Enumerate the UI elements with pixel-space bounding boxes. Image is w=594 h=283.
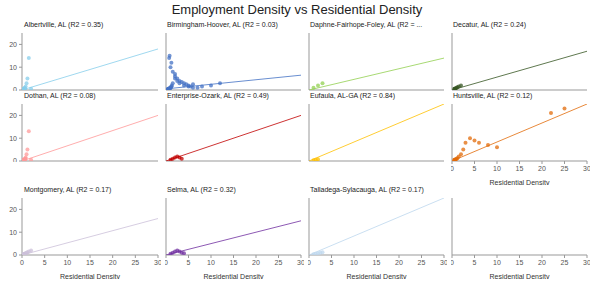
svg-text:Residential Density: Residential Density <box>204 273 264 279</box>
svg-text:0: 0 <box>13 157 17 162</box>
svg-text:30: 30 <box>297 259 304 266</box>
svg-text:25: 25 <box>418 259 426 266</box>
svg-text:10: 10 <box>9 135 17 142</box>
html-text:Eufaula, AL-GA (R2 = 0.84): Eufaula, AL-GA (R2 = 0.84) <box>310 92 395 99</box>
svg-text:0: 0 <box>13 251 17 258</box>
svg-text:10: 10 <box>63 259 71 266</box>
svg-text:0: 0 <box>20 259 24 266</box>
svg-text:10: 10 <box>350 259 358 266</box>
svg-text:25: 25 <box>561 259 569 266</box>
svg-text:5: 5 <box>43 259 47 266</box>
svg-text:30: 30 <box>440 259 447 266</box>
svg-text:15: 15 <box>86 259 94 266</box>
svg-text:Residential Density: Residential Density <box>490 179 550 185</box>
svg-text:20: 20 <box>395 259 403 266</box>
html-text:Selma, AL (R2 = 0.32): Selma, AL (R2 = 0.32) <box>167 186 236 193</box>
svg-text:0: 0 <box>165 259 168 266</box>
svg-text:5: 5 <box>187 259 191 266</box>
svg-text:10: 10 <box>493 259 501 266</box>
html-text:Daphne-Fairhope-Foley, AL (R2: Daphne-Fairhope-Foley, AL (R2 = ... <box>310 21 423 28</box>
svg-text:20: 20 <box>9 112 17 119</box>
svg-text:15: 15 <box>516 165 524 172</box>
html-text:Huntsville, AL (R2 = 0.12): Huntsville, AL (R2 = 0.12) <box>453 92 533 99</box>
html-text:Albertville, AL (R2 = 0.35): Albertville, AL (R2 = 0.35) <box>24 21 104 28</box>
html-text:Enterprise-Ozark, AL (R2 = 0.4: Enterprise-Ozark, AL (R2 = 0.49) <box>167 92 269 99</box>
svg-text:30: 30 <box>583 165 586 172</box>
svg-text:0: 0 <box>451 259 454 266</box>
svg-text:30: 30 <box>154 259 161 266</box>
svg-text:0: 0 <box>308 259 311 266</box>
html-text:Decatur, AL (R2 = 0.24): Decatur, AL (R2 = 0.24) <box>453 21 527 28</box>
svg-text:0: 0 <box>451 165 454 172</box>
svg-text:5: 5 <box>473 165 477 172</box>
html-text:Dothan, AL (R2 = 0.08): Dothan, AL (R2 = 0.08) <box>24 92 96 99</box>
svg-text:20: 20 <box>252 259 260 266</box>
svg-text:20: 20 <box>9 41 17 48</box>
svg-text:Residential Density: Residential Density <box>60 273 120 279</box>
svg-text:20: 20 <box>109 259 117 266</box>
html-text:Talladega-Sylacauga, AL (R2 =: Talladega-Sylacauga, AL (R2 = 0.17) <box>310 186 424 193</box>
html-text:Montgomery, AL (R2 = 0.17): Montgomery, AL (R2 = 0.17) <box>24 186 112 193</box>
svg-text:25: 25 <box>131 259 139 266</box>
svg-text:15: 15 <box>373 259 381 266</box>
svg-text:25: 25 <box>275 259 283 266</box>
svg-text:20: 20 <box>538 259 546 266</box>
svg-text:25: 25 <box>561 165 569 172</box>
svg-text:0: 0 <box>13 86 17 91</box>
svg-text:10: 10 <box>493 165 501 172</box>
html-text:Employment Density vs Resident: Employment Density vs Residential Densit… <box>171 2 423 17</box>
svg-text:10: 10 <box>9 64 17 71</box>
svg-text:5: 5 <box>330 259 334 266</box>
svg-text:10: 10 <box>207 259 215 266</box>
svg-text:20: 20 <box>538 165 546 172</box>
svg-text:15: 15 <box>230 259 238 266</box>
svg-text:5: 5 <box>473 259 477 266</box>
svg-text:10: 10 <box>9 229 17 236</box>
svg-text:Residential Density: Residential Density <box>347 273 407 279</box>
html-text:Birmingham-Hoover, AL (R2 = 0.: Birmingham-Hoover, AL (R2 = 0.03) <box>167 21 278 28</box>
svg-text:30: 30 <box>583 259 586 266</box>
svg-text:15: 15 <box>516 259 524 266</box>
svg-text:20: 20 <box>9 206 17 213</box>
svg-text:Residential Density: Residential Density <box>490 273 550 279</box>
